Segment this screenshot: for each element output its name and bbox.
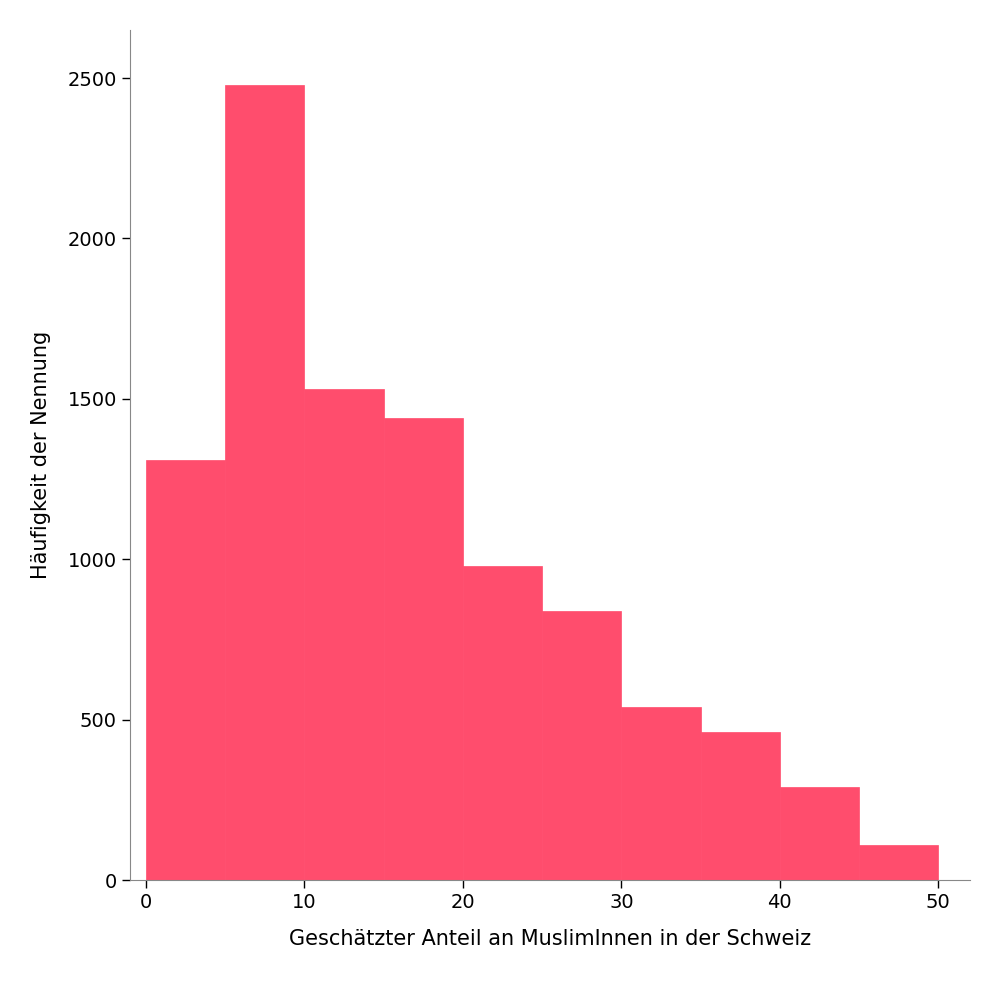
Bar xyxy=(621,707,701,880)
Y-axis label: Häufigkeit der Nennung: Häufigkeit der Nennung xyxy=(31,331,51,579)
Bar xyxy=(859,845,938,880)
Bar xyxy=(780,787,859,880)
Bar xyxy=(304,389,384,880)
Bar xyxy=(463,566,542,880)
Bar xyxy=(225,85,304,880)
Bar xyxy=(701,732,780,880)
Bar xyxy=(384,418,463,880)
X-axis label: Geschätzter Anteil an MuslimInnen in der Schweiz: Geschätzter Anteil an MuslimInnen in der… xyxy=(289,929,811,949)
Bar xyxy=(542,611,621,880)
Bar xyxy=(146,460,225,880)
